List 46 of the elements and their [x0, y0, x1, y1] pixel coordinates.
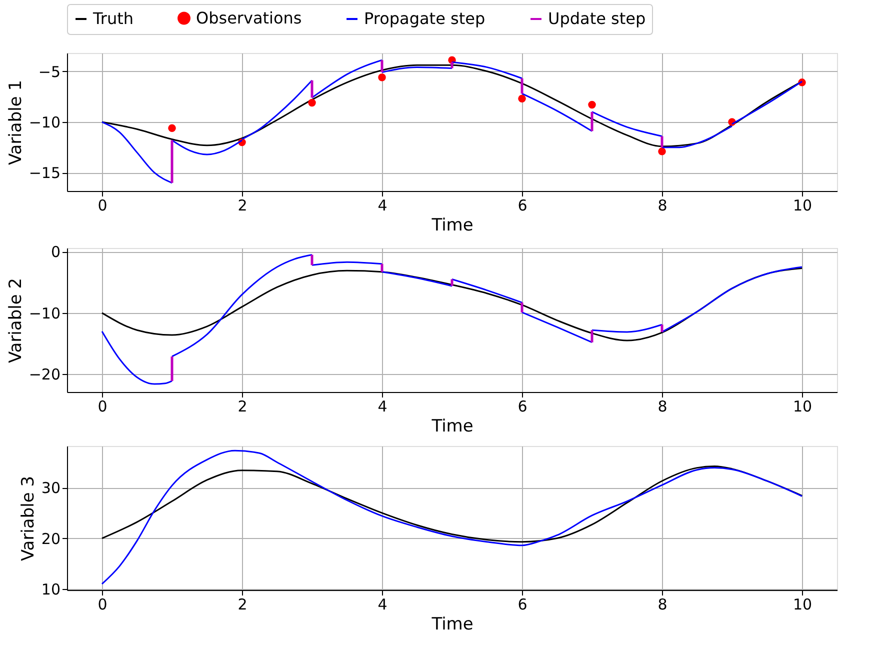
x-tick-label: 6 [518, 398, 528, 416]
y-tick-label: −5 [38, 62, 60, 81]
x-tick-label: 2 [238, 596, 248, 614]
point [168, 124, 176, 132]
point [658, 148, 666, 156]
line-series [101, 267, 803, 342]
x-tick-label: 10 [792, 196, 812, 214]
x-tick-label: 2 [238, 398, 248, 416]
y-tick-label: 10 [41, 580, 60, 598]
legend-label: Truth [92, 9, 134, 28]
x-tick-label: 4 [378, 596, 388, 614]
point [518, 94, 526, 103]
x-tick-label: 4 [378, 196, 388, 214]
x-axis-title: Time [430, 416, 474, 436]
x-tick-label: 0 [98, 398, 108, 416]
y-axis-title: Variable 2 [6, 278, 26, 364]
x-tick-label: 10 [792, 398, 812, 416]
x-tick-label: 4 [378, 398, 388, 416]
x-tick-label: 0 [98, 196, 108, 214]
x-tick-label: 6 [518, 596, 528, 614]
y-tick-label: −10 [28, 114, 60, 132]
legend-label: Observations [196, 8, 302, 28]
x-tick-label: 2 [238, 196, 248, 214]
x-tick-label: 6 [518, 196, 528, 214]
line-series [101, 466, 803, 543]
y-axis-title: Variable 1 [6, 80, 26, 166]
point [308, 98, 316, 107]
y-tick-label: 30 [41, 479, 60, 498]
line-series [101, 450, 803, 585]
y-tick-label: −20 [28, 366, 60, 384]
x-axis-title: Time [430, 614, 474, 634]
x-tick-label: 8 [658, 596, 668, 614]
y-tick-label: −15 [28, 164, 60, 182]
legend-label: Propagate step [364, 9, 486, 28]
x-tick-label: 0 [98, 596, 108, 614]
point [588, 100, 596, 109]
y-tick-label: −10 [28, 304, 60, 322]
y-tick-label: 0 [50, 243, 60, 262]
x-tick-label: 8 [658, 196, 668, 214]
y-axis-title: Variable 3 [18, 476, 38, 562]
legend-label: Update step [548, 9, 646, 28]
x-tick-label: 8 [658, 398, 668, 416]
x-tick-label: 10 [792, 596, 812, 614]
point [378, 73, 386, 82]
x-axis-title: Time [430, 216, 474, 236]
y-tick-label: 20 [41, 530, 60, 548]
